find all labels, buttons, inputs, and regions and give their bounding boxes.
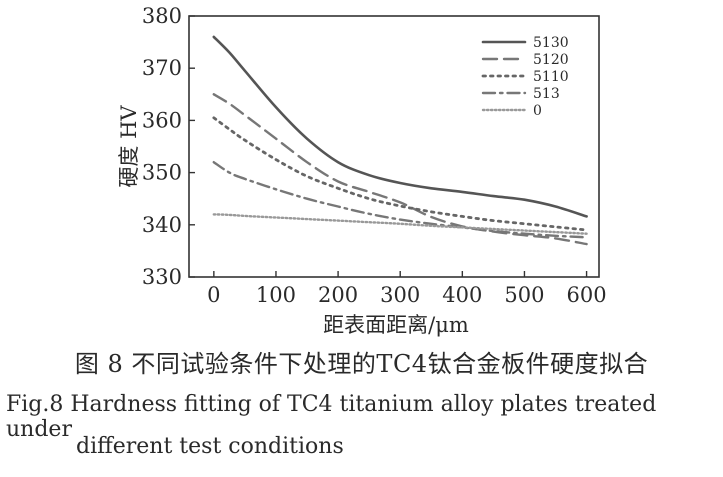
x-tick-label: 100 [256, 283, 296, 307]
legend-label-513: 513 [533, 86, 560, 102]
x-tick-label: 600 [567, 283, 607, 307]
y-tick-label: 370 [142, 56, 182, 80]
y-tick-label: 350 [142, 161, 182, 185]
x-tick-label: 400 [442, 283, 482, 307]
legend-label-5120: 5120 [533, 52, 569, 68]
y-axis-label: 硬度 HV [117, 105, 141, 188]
axis-ticks: 330 340 350 360 370 380 0 100 200 300 400 500 600 [142, 4, 607, 307]
x-tick-label: 200 [318, 283, 358, 307]
x-tick-label: 0 [207, 283, 220, 307]
plot-frame [188, 15, 600, 278]
figure-caption-chinese: 图 8 不同试验条件下处理的TC4钛合金板件硬度拟合 [74, 350, 649, 378]
x-tick-label: 500 [504, 283, 544, 307]
legend-label-5110: 5110 [533, 69, 569, 85]
x-tick-label: 300 [380, 283, 420, 307]
hardness-chart: 330 340 350 360 370 380 0 100 200 300 400 500 600 51… [117, 4, 607, 337]
chart-canvas: 330 340 350 360 370 380 0 100 200 300 400 500 600 51… [117, 4, 607, 337]
series-lines [212, 35, 588, 246]
x-axis-label: 距表面距离/μm [323, 313, 469, 337]
legend-label-0: 0 [533, 103, 542, 119]
series-line-5130 [212, 35, 588, 218]
legend-label-5130: 5130 [533, 35, 569, 51]
series-line-5110 [212, 116, 588, 232]
series-line-5120 [212, 93, 588, 246]
y-tick-label: 380 [142, 4, 182, 28]
series-line-513 [212, 161, 588, 239]
figure-caption-english-line-1: Fig.8 Hardness fitting of TC4 titanium a… [6, 392, 657, 442]
series-line-0 [212, 213, 588, 235]
y-tick-label: 340 [142, 213, 182, 237]
y-tick-label: 360 [142, 108, 182, 132]
figure-caption-english-line-2: different test conditions [76, 434, 344, 459]
y-tick-label: 330 [142, 265, 182, 289]
